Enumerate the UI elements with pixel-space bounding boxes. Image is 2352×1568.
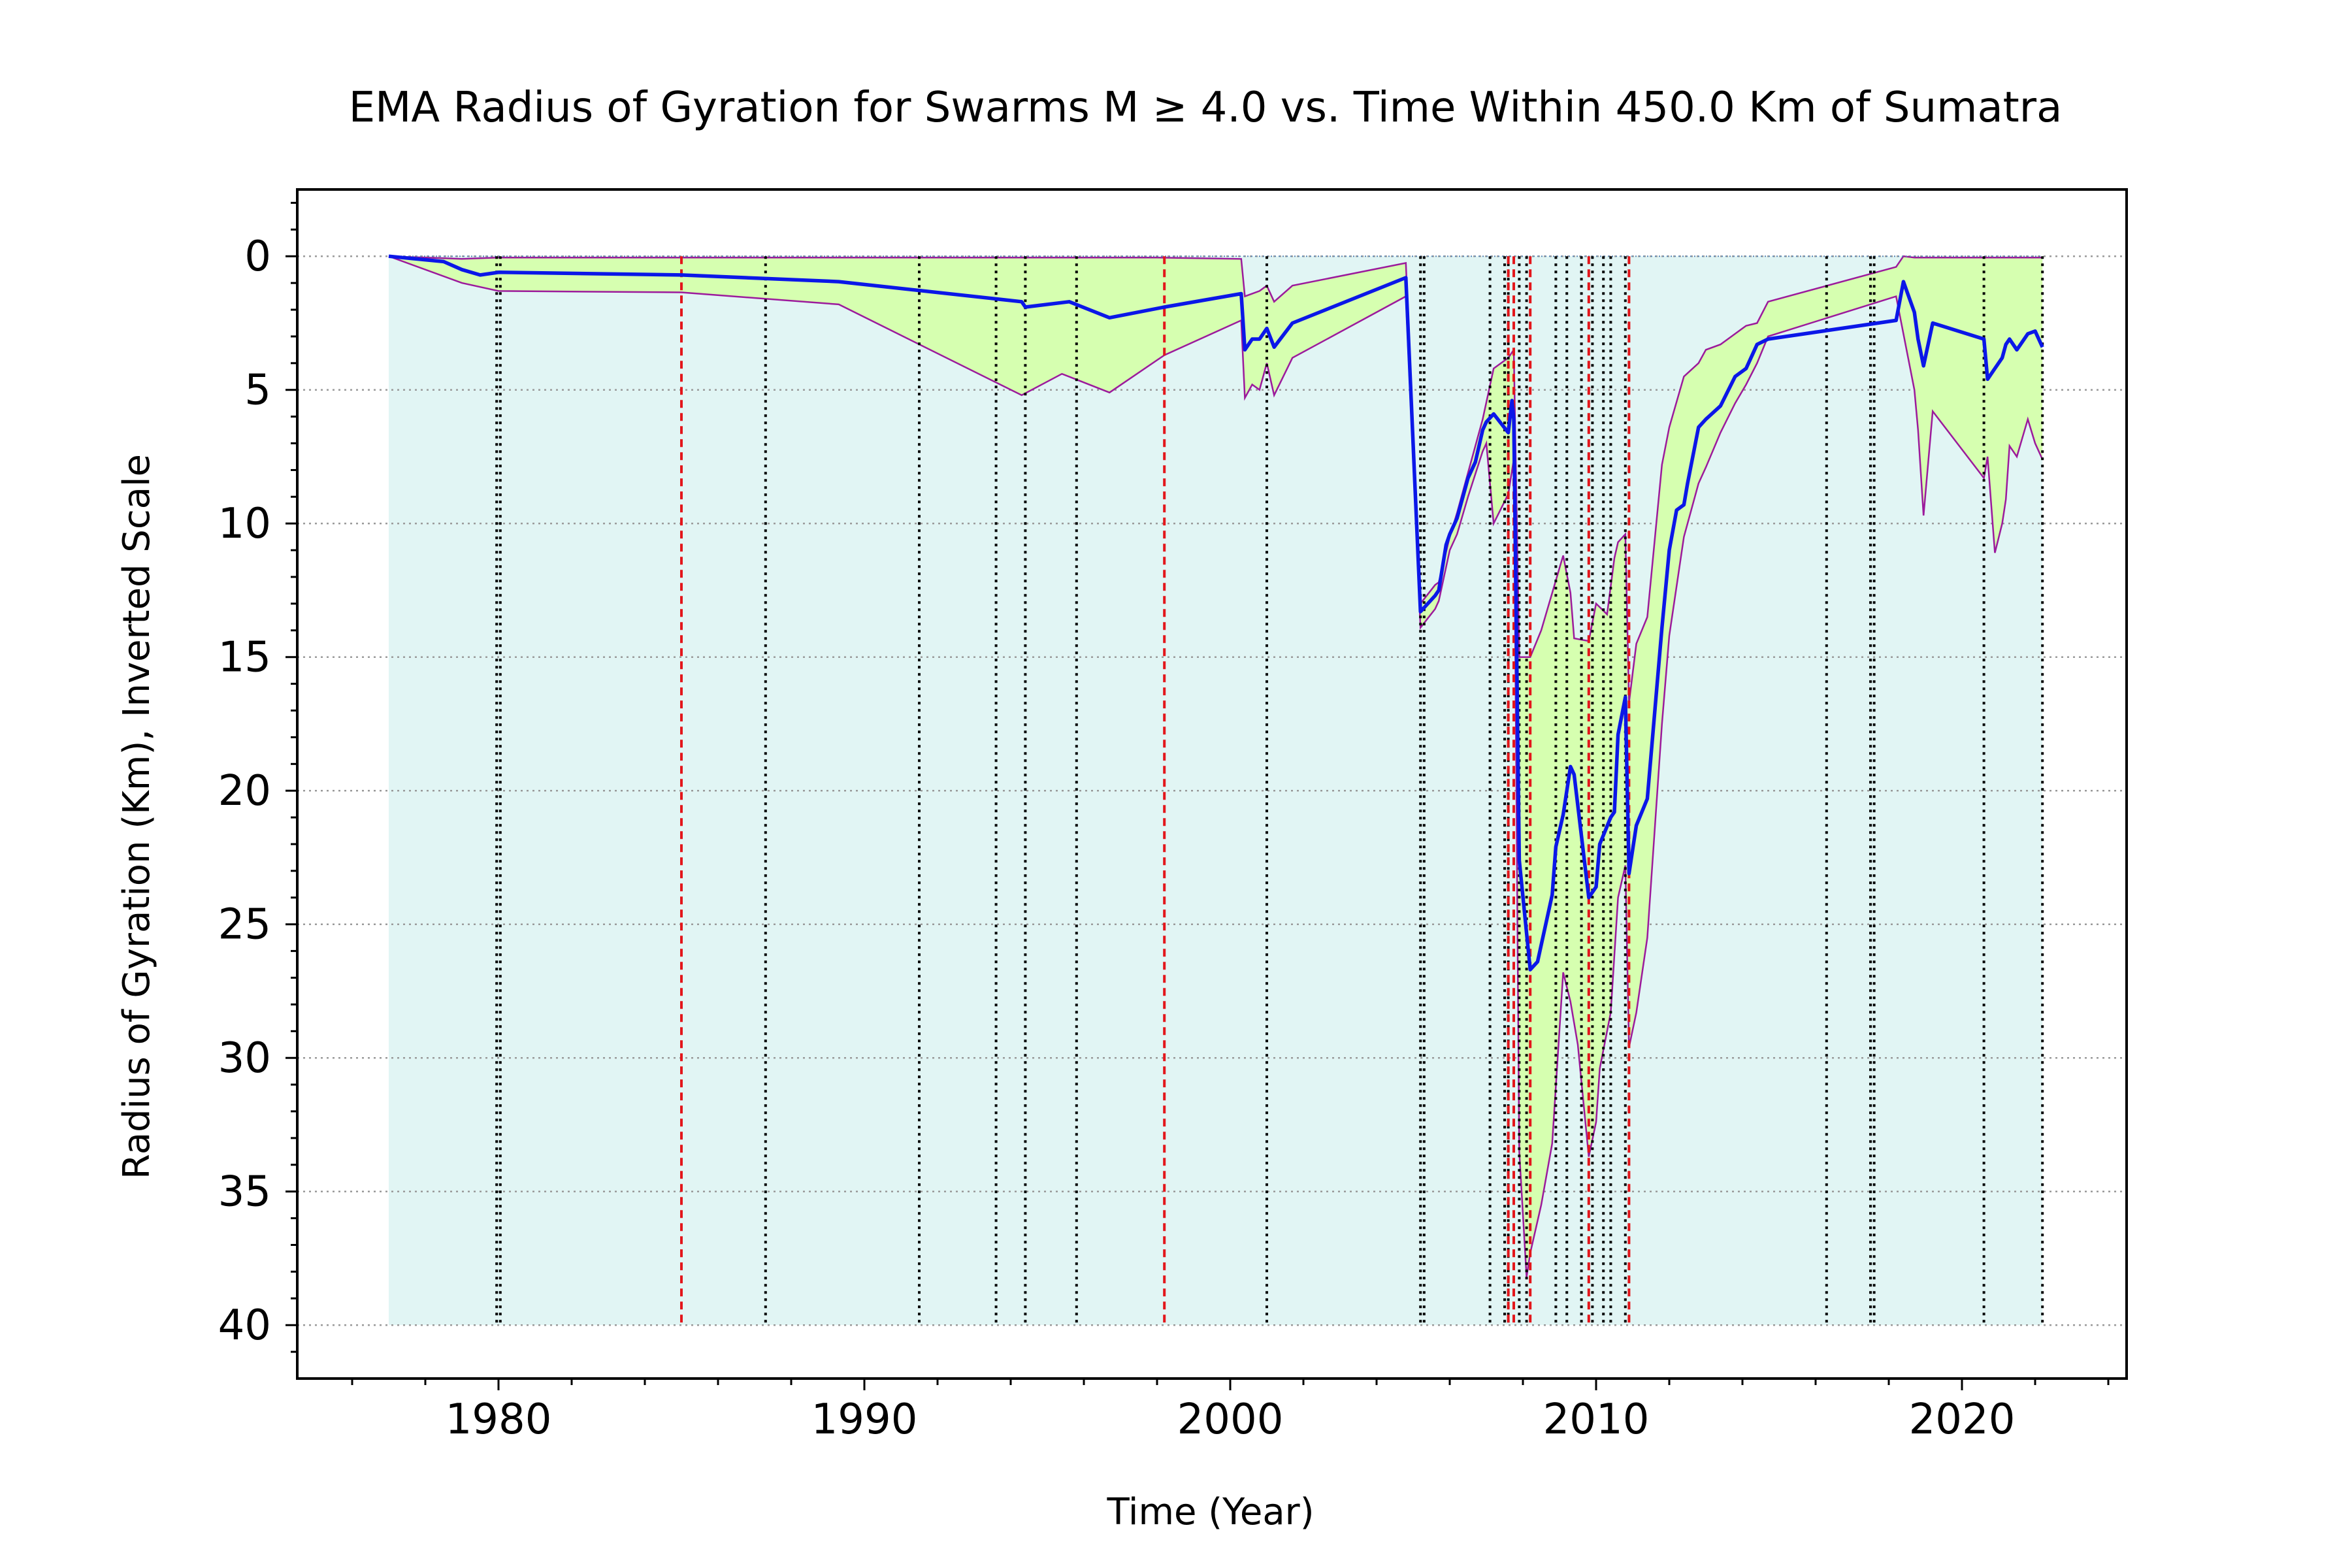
y-tick-label: 35	[218, 1168, 271, 1217]
y-tick-label: 25	[218, 901, 271, 949]
y-tick-label: 20	[218, 767, 271, 815]
y-tick-label: 0	[244, 233, 271, 281]
x-tick-label: 2010	[1543, 1396, 1650, 1444]
ema-line	[388, 254, 2044, 972]
event-lines	[495, 256, 2044, 1326]
upper-bound-line	[388, 255, 2043, 703]
x-tick-label: 2020	[1909, 1396, 2016, 1444]
x-tick-label: 2000	[1177, 1396, 1284, 1444]
y-tick-label: 30	[218, 1034, 271, 1083]
y-tick-label: 5	[244, 367, 271, 415]
x-axis: 1980 1990 2000 2010 2020	[351, 1379, 2110, 1444]
chart-title: EMA Radius of Gyration for Swarms M ≥ 4.…	[349, 84, 2063, 132]
x-axis-label: Time (Year)	[1106, 1491, 1314, 1533]
y-tick-label: 15	[218, 634, 271, 682]
y-tick-label: 10	[218, 500, 271, 548]
plot-frame	[296, 188, 2128, 1380]
y-axis: 0 5 10 15 20 25 30 35 40	[218, 201, 297, 1353]
plot-area	[296, 188, 2128, 1380]
ema-series	[388, 254, 2044, 972]
lower-bound-line	[388, 255, 2044, 1277]
y-tick-label: 40	[218, 1301, 271, 1350]
y-axis-label: Radius of Gyration (Km), Inverted Scale	[116, 454, 158, 1179]
x-tick-label: 1990	[811, 1396, 918, 1444]
x-tick-label: 1980	[446, 1396, 552, 1444]
y-grid	[297, 255, 2127, 1326]
